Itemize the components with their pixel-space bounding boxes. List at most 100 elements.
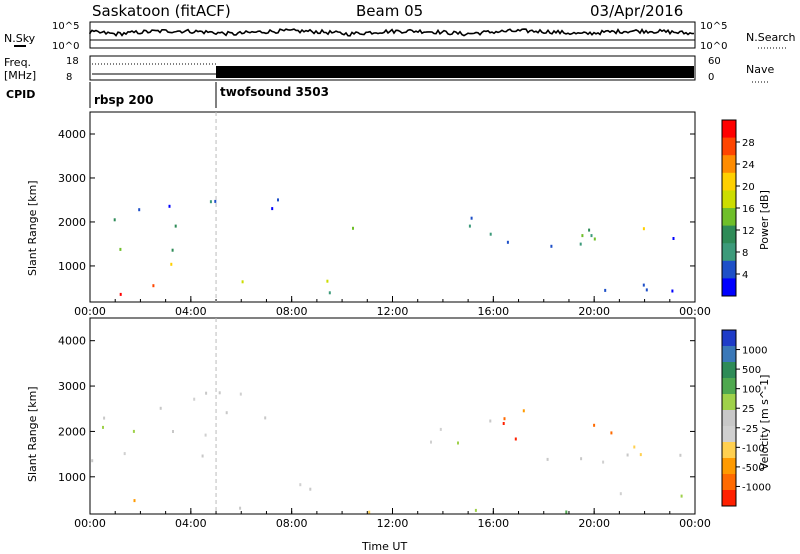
colorbar-swatch (722, 458, 736, 475)
colorbar-swatch (722, 190, 736, 209)
heatmap-cell (474, 508, 477, 512)
heatmap-cell (645, 288, 648, 292)
heatmap-cell (368, 510, 371, 514)
colorbar-tick-label: 8 (742, 248, 748, 259)
heatmap-cell (152, 284, 155, 288)
heatmap-cell (489, 232, 492, 236)
heatmap-cell (299, 483, 302, 487)
x-tick-label: 12:00 (377, 305, 409, 318)
heatmap-cell (159, 406, 162, 410)
colorbar-tick-label: 500 (742, 365, 761, 376)
colorbar-swatch (722, 243, 736, 262)
heatmap-cell (193, 397, 196, 401)
nsky-label: N.Sky (4, 32, 36, 45)
heatmap-cell (123, 452, 126, 456)
colorbar-swatch (722, 172, 736, 191)
power-y-label: Slant Range [km] (26, 180, 39, 276)
freq-trace (92, 63, 694, 78)
colorbar-swatch (722, 394, 736, 411)
cpid-label: CPID (6, 88, 35, 101)
velocity-y-axis: 1000 2000 3000 4000 (58, 335, 695, 484)
colorbar-tick-label: 12 (742, 226, 755, 237)
x-tick-label: 08:00 (276, 305, 308, 318)
heatmap-cell (550, 244, 553, 248)
heatmap-cell (225, 411, 228, 415)
freq-tick-high: 18 (66, 56, 79, 67)
colorbar-swatch (722, 410, 736, 427)
heatmap-cell (168, 204, 171, 208)
heatmap-cell (593, 423, 596, 427)
nsearch-tick-high: 10^5 (700, 21, 727, 32)
heatmap-cell (581, 234, 584, 238)
heatmap-cell (241, 280, 244, 284)
velocity-colorbar: 1000 500 100 25 -25 -100 -500 -1000 (721, 329, 771, 507)
x-tick-label: 00:00 (679, 517, 711, 530)
x-tick-label: 16:00 (477, 517, 509, 530)
nsky-line (89, 28, 695, 37)
station-title: Saskatoon (fitACF) (92, 2, 231, 20)
heatmap-cell (264, 416, 267, 420)
heatmap-cell (619, 492, 622, 496)
heatmap-cell (672, 237, 675, 240)
velocity-colorbar-label: Velocity [m s^-1] (758, 375, 771, 470)
colorbar-swatch (722, 137, 736, 156)
heatmap-cell (326, 279, 329, 283)
x-tick-label: 00:00 (74, 305, 106, 318)
heatmap-cell (522, 409, 525, 413)
heatmap-cell (205, 391, 208, 395)
freq-tick-low: 8 (66, 72, 72, 83)
heatmap-cell (171, 248, 174, 252)
heatmap-cell (642, 227, 645, 231)
heatmap-cell (506, 240, 509, 244)
heatmap-cell (133, 499, 136, 503)
x-tick-label: 00:00 (74, 517, 106, 530)
power-x-axis: 00:00 04:00 08:00 12:00 16:00 20:00 00:00 (74, 112, 711, 318)
y-tick-label: 3000 (58, 380, 86, 393)
x-tick-label: 08:00 (276, 517, 308, 530)
velocity-colorbar-label-text: Velocity [m s^-1] (758, 375, 771, 470)
nave-tick-low: 0 (708, 72, 714, 83)
heatmap-cell (580, 457, 583, 461)
colorbar-tick-label: 24 (742, 160, 755, 171)
colorbar-swatch (722, 225, 736, 244)
colorbar-tick-label: -25 (742, 424, 758, 435)
colorbar-swatch (722, 474, 736, 491)
heatmap-cell (214, 199, 217, 203)
freq-label-1: Freq. (4, 56, 31, 69)
heatmap-cell (546, 457, 549, 461)
date-title: 03/Apr/2016 (590, 2, 683, 20)
heatmap-cell (593, 237, 596, 241)
freq-panel (89, 55, 696, 81)
y-tick-label: 4000 (58, 128, 86, 141)
heatmap-cell (579, 242, 582, 246)
heatmap-cell (502, 422, 505, 425)
heatmap-cell (91, 459, 94, 463)
colorbar-tick-label: 16 (742, 204, 755, 215)
x-tick-label: 04:00 (175, 305, 207, 318)
nsky-tick-low: 10^0 (52, 41, 79, 52)
colorbar-tick-label: 1000 (742, 346, 767, 357)
heatmap-cell (277, 198, 279, 202)
colorbar-swatch (722, 260, 736, 279)
heatmap-cell (639, 453, 642, 457)
colorbar-swatch (722, 346, 736, 363)
heatmap-cell (642, 283, 645, 287)
heatmap-cell (503, 417, 506, 421)
x-tick-label: 00:00 (679, 305, 711, 318)
heatmap-cell (239, 392, 242, 396)
colorbar-swatch (722, 208, 736, 227)
heatmap-cell (514, 437, 517, 441)
heatmap-cell (590, 234, 593, 238)
heatmap-cell (610, 431, 613, 435)
heatmap-cell (271, 207, 274, 211)
heatmap-cell (439, 427, 442, 431)
heatmap-cell (132, 429, 135, 433)
program-label-2: twofsound 3503 (220, 85, 329, 99)
colorbar-frame (721, 329, 737, 507)
power-panel-frame (89, 111, 696, 303)
colorbar-swatch (722, 490, 736, 507)
heatmap-cell (239, 506, 242, 510)
program-label-1: rbsp 200 (94, 93, 153, 107)
colorbar-tick-label: -500 (742, 463, 765, 474)
colorbar-tick-label: -100 (742, 443, 765, 454)
